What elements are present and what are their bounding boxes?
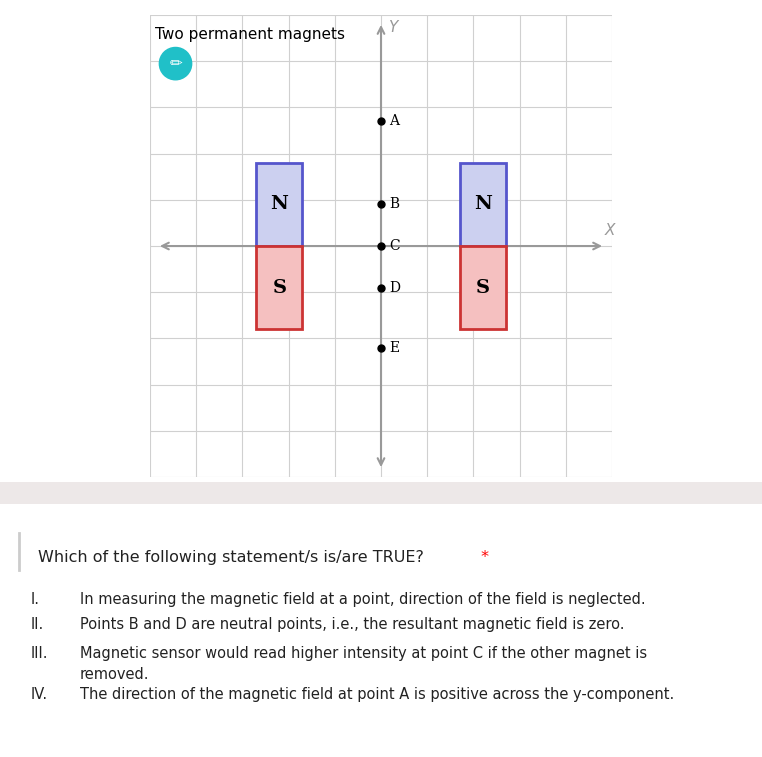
Text: Magnetic sensor would read higher intensity at point C if the other magnet is
re: Magnetic sensor would read higher intens… — [80, 646, 647, 681]
Text: IV.: IV. — [30, 687, 47, 702]
Text: N: N — [271, 195, 288, 213]
Bar — [256, 246, 303, 329]
Text: Y: Y — [388, 20, 397, 35]
Text: In measuring the magnetic field at a point, direction of the field is neglected.: In measuring the magnetic field at a poi… — [80, 592, 645, 606]
Text: Which of the following statement/s is/are TRUE?: Which of the following statement/s is/ar… — [38, 550, 424, 565]
Text: S: S — [475, 279, 490, 297]
Text: I.: I. — [30, 592, 40, 606]
Text: D: D — [389, 281, 400, 294]
Bar — [256, 163, 303, 246]
Circle shape — [159, 48, 192, 79]
Text: The direction of the magnetic field at point A is positive across the y-componen: The direction of the magnetic field at p… — [80, 687, 674, 702]
Text: N: N — [474, 195, 491, 213]
Bar — [0, 482, 762, 504]
Text: Points B and D are neutral points, i.e., the resultant magnetic field is zero.: Points B and D are neutral points, i.e.,… — [80, 618, 625, 633]
Text: B: B — [389, 198, 399, 211]
Text: C: C — [389, 239, 400, 253]
Text: ✏: ✏ — [169, 56, 182, 71]
Text: Two permanent magnets: Two permanent magnets — [155, 26, 344, 42]
Text: III.: III. — [30, 646, 48, 662]
Bar — [459, 246, 506, 329]
Text: E: E — [389, 341, 399, 354]
Text: II.: II. — [30, 618, 43, 633]
Text: *: * — [476, 550, 489, 565]
Text: X: X — [604, 223, 615, 238]
Text: S: S — [272, 279, 287, 297]
Bar — [459, 163, 506, 246]
Text: A: A — [389, 114, 399, 129]
